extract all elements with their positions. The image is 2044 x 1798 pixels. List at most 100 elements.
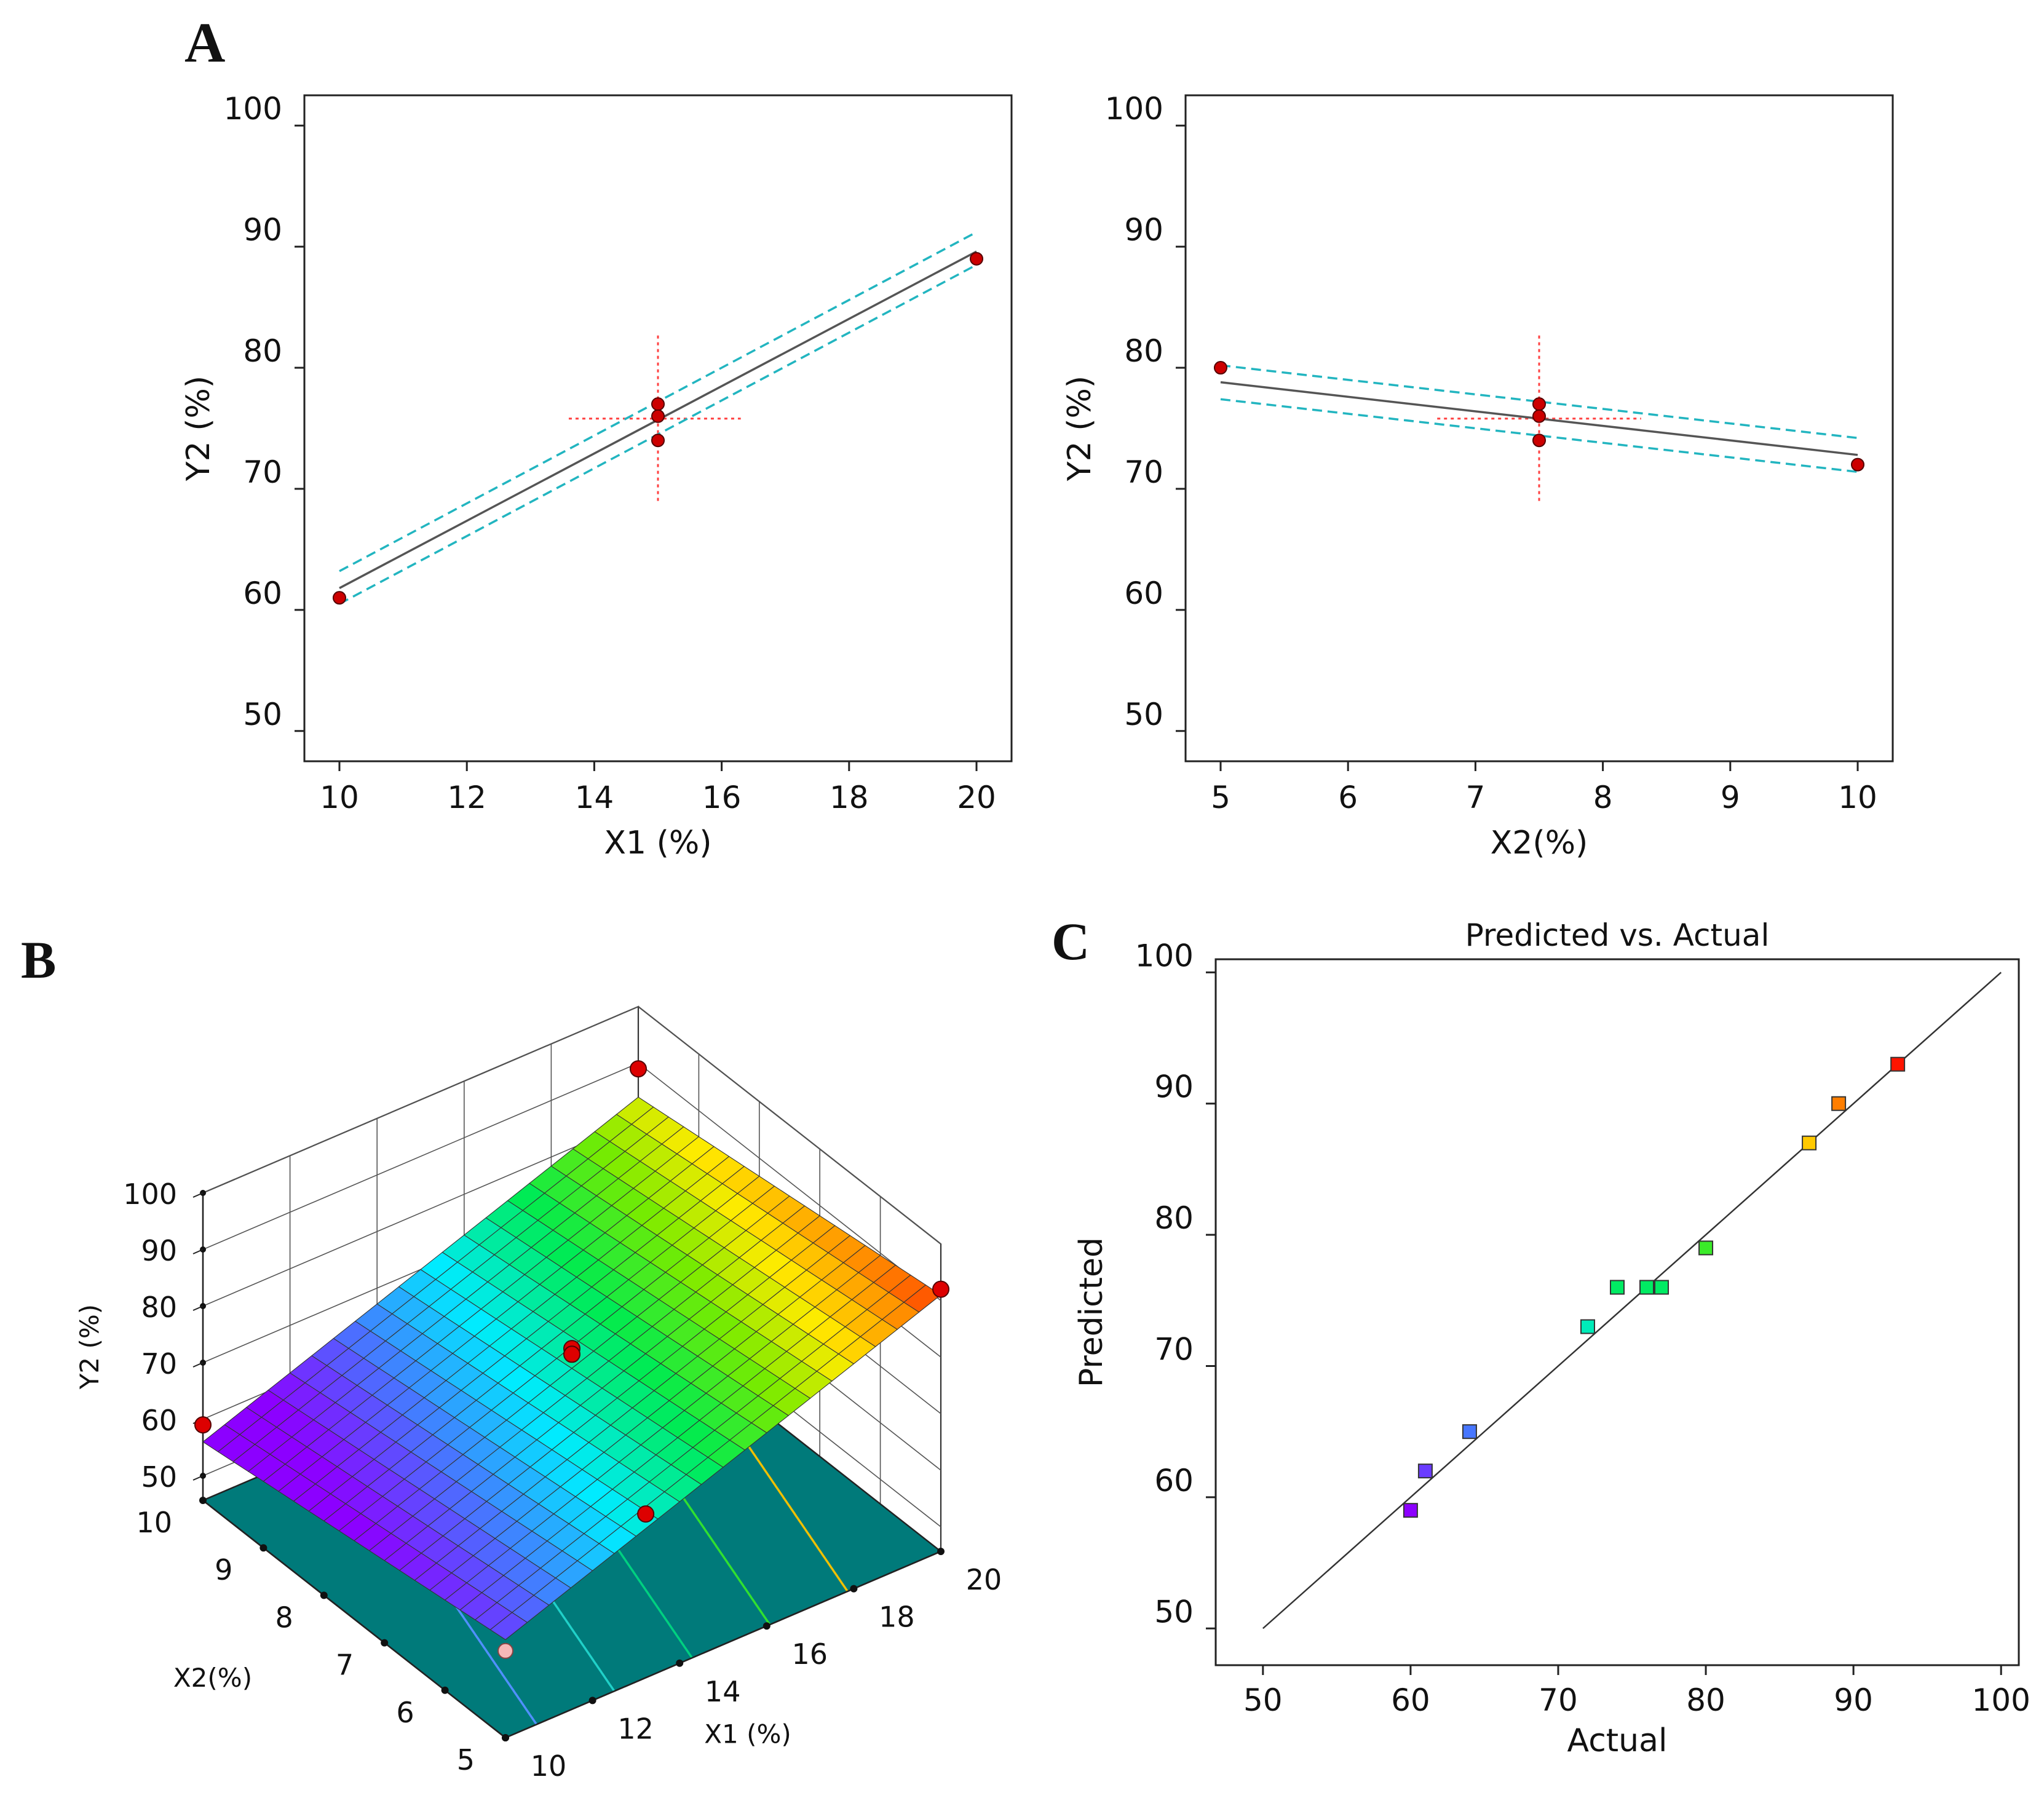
y-tick-label: 70	[1124, 454, 1163, 490]
y-tick-label: 80	[1124, 333, 1163, 369]
data-point	[651, 434, 665, 448]
x2-tick	[320, 1591, 328, 1599]
z-tick-label: 80	[141, 1291, 177, 1324]
data-point	[1462, 1424, 1477, 1440]
chart-c-predicted-vs-actual: Predicted vs. Actual 50 60 70 80 90 100 50 60 70 8…	[1073, 917, 2030, 1759]
x1-tick	[937, 1548, 945, 1555]
y-tick-label: 60	[1124, 576, 1163, 611]
z-axis-title: Y2 (%)	[74, 1304, 105, 1390]
data-point	[1802, 1135, 1817, 1150]
data-point	[1532, 397, 1546, 411]
x1-tick-label: 16	[792, 1638, 828, 1671]
data-point	[1417, 1463, 1433, 1479]
y-tick-label: 60	[243, 576, 282, 611]
x-tick-label: 14	[575, 780, 614, 815]
z-tick-label: 60	[141, 1404, 177, 1437]
data-point	[1639, 1280, 1655, 1295]
panel-letter-c: C	[1052, 912, 1090, 971]
reference-line	[1262, 972, 2002, 1630]
panel-letter-b: B	[21, 930, 56, 989]
x1-axis	[505, 1550, 941, 1739]
chart-a2-x2-effect: 5 6 7 8 9 10 50 60 70 80 90 100 X2(%) Y2 (%)	[1061, 91, 1894, 861]
x2-tick-label: 10	[136, 1506, 172, 1539]
x-tick-label: 10	[1838, 780, 1877, 815]
x-tick-label: 7	[1465, 780, 1485, 815]
data-point	[1654, 1280, 1670, 1295]
plot-frame	[1184, 94, 1894, 762]
x2-tick	[381, 1639, 389, 1647]
x-tick-label: 6	[1338, 780, 1358, 815]
x-tick-label: 90	[1834, 1682, 1873, 1718]
z-tick-label: 70	[141, 1347, 177, 1380]
x2-tick	[441, 1686, 449, 1694]
x1-tick-label: 20	[966, 1563, 1002, 1596]
y-tick-label: 80	[1154, 1200, 1194, 1236]
y-tick-label: 100	[1105, 91, 1163, 127]
x-tick-label: 16	[702, 780, 742, 815]
x-tick-label: 12	[447, 780, 486, 815]
plot-frame	[1214, 958, 2020, 1666]
design-point	[932, 1280, 949, 1298]
y-tick-label: 90	[1154, 1069, 1194, 1105]
x2-tick	[199, 1497, 207, 1504]
x-tick-label: 5	[1211, 780, 1230, 815]
y-tick-label: 50	[243, 697, 282, 732]
x1-tick-label: 18	[879, 1601, 915, 1634]
x1-tick	[676, 1659, 684, 1667]
y-tick-label: 60	[1154, 1463, 1194, 1499]
x2-tick-label: 5	[457, 1743, 475, 1776]
chart-a1-x1-effect: 10 12 14 16 18 20 50 60 70 80 90 100 X1 (%) Y2 (%)	[180, 91, 1013, 861]
data-point	[1532, 434, 1546, 448]
x-tick-label: 100	[1971, 1682, 2030, 1718]
x-axis-title: Actual	[1567, 1722, 1668, 1759]
z-tick	[192, 1305, 204, 1311]
y-axis-title: Y2 (%)	[180, 376, 217, 481]
plot-frame	[303, 94, 1013, 762]
x-axis-title: X1 (%)	[604, 825, 711, 861]
x-tick-label: 18	[830, 780, 869, 815]
x-tick-label: 20	[957, 780, 996, 815]
panel-letter-a: A	[184, 11, 225, 74]
x2-tick-label: 7	[336, 1649, 354, 1682]
design-point	[637, 1505, 655, 1523]
x-axis-title: X2(%)	[1491, 825, 1588, 861]
y-tick-label: 100	[1135, 938, 1194, 973]
x2-axis	[202, 1500, 506, 1738]
x-tick-label: 70	[1539, 1682, 1578, 1718]
x2-tick	[502, 1734, 509, 1741]
y-tick-label: 50	[1154, 1594, 1194, 1630]
z-tick-label: 90	[141, 1234, 177, 1267]
z-tick-label: 50	[141, 1460, 177, 1494]
data-point	[1403, 1503, 1418, 1518]
z-tick	[192, 1475, 204, 1481]
data-point	[1610, 1280, 1625, 1295]
y-axis-title: Predicted	[1073, 1237, 1110, 1387]
design-point	[563, 1345, 580, 1363]
x2-tick	[259, 1544, 267, 1552]
x-tick-label: 80	[1686, 1682, 1725, 1718]
z-tick-label: 100	[123, 1178, 177, 1211]
y-tick-label: 70	[1154, 1331, 1194, 1367]
data-point	[1890, 1056, 1906, 1072]
y-tick-label: 50	[1124, 697, 1163, 732]
data-point	[1213, 361, 1227, 375]
x1-tick	[588, 1697, 596, 1705]
y-axis-title: Y2 (%)	[1061, 376, 1098, 481]
x-tick-label: 10	[320, 780, 359, 815]
x2-tick-label: 8	[275, 1601, 293, 1634]
data-point	[970, 251, 984, 266]
x1-axis-title: X1 (%)	[704, 1719, 791, 1749]
chart-title: Predicted vs. Actual	[1465, 917, 1770, 953]
x-tick-label: 9	[1721, 780, 1740, 815]
data-point	[332, 591, 346, 605]
x-tick-label: 60	[1391, 1682, 1430, 1718]
data-point	[651, 397, 665, 411]
x2-tick-label: 9	[215, 1553, 232, 1586]
x2-axis-title: X2(%)	[173, 1663, 252, 1693]
x1-tick-label: 10	[531, 1749, 567, 1783]
data-point	[651, 409, 665, 423]
y-tick-label: 90	[243, 212, 282, 248]
wall-grid-line	[202, 1006, 941, 1245]
y-tick-label: 100	[224, 91, 282, 127]
